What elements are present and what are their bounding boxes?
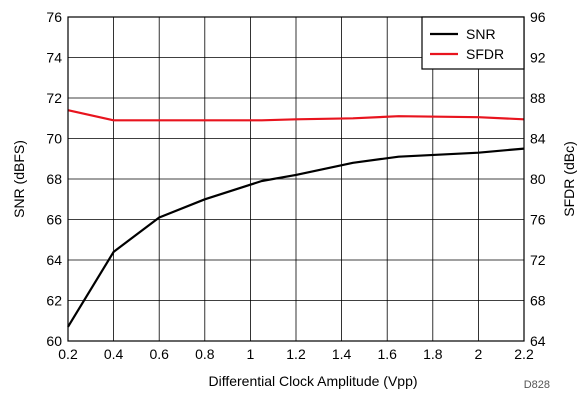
x-tick-label: 1.8 (423, 346, 443, 362)
x-axis-title: Differential Clock Amplitude (Vpp) (208, 373, 417, 389)
series-line-snr (67, 147, 525, 328)
y-right-tick-label: 92 (530, 50, 546, 66)
legend-box (421, 16, 525, 70)
y-right-tick-label: 96 (530, 9, 546, 25)
grid (68, 17, 524, 341)
y-right-tick-label: 72 (530, 252, 546, 268)
y-left-tick-label: 60 (46, 333, 62, 349)
y-left-tick-label: 72 (46, 90, 62, 106)
x-tick-label: 1.2 (286, 346, 306, 362)
legend: SNR SFDR (421, 16, 525, 70)
y-left-tick-label: 76 (46, 9, 62, 25)
y-left-tick-label: 62 (46, 293, 62, 309)
y-right-tick-label: 80 (530, 171, 546, 187)
y-right-tick-label: 76 (530, 212, 546, 228)
figure-id: D828 (524, 379, 550, 391)
y-left-tick-label: 74 (46, 50, 62, 66)
series-lines (67, 109, 525, 328)
x-tick-labels: 0.2 0.4 0.6 0.8 1 1.2 1.4 1.6 1.8 2 2.2 (58, 346, 534, 362)
series-line-sfdr (67, 109, 525, 122)
y-right-tick-label: 64 (530, 333, 546, 349)
y-left-axis-title: SNR (dBFS) (11, 140, 27, 218)
y-left-tick-label: 68 (46, 171, 62, 187)
legend-label-snr: SNR (466, 26, 496, 42)
x-tick-label: 1 (247, 346, 255, 362)
x-tick-label: 0.6 (149, 346, 169, 362)
x-tick-label: 2 (475, 346, 483, 362)
plot-frame (67, 16, 525, 342)
y-right-tick-labels: 64 68 72 76 80 84 88 92 96 (530, 9, 546, 349)
y-right-tick-label: 68 (530, 293, 546, 309)
x-tick-label: 1.4 (332, 346, 352, 362)
x-tick-label: 0.2 (58, 346, 78, 362)
legend-label-sfdr: SFDR (466, 46, 504, 62)
y-left-tick-label: 70 (46, 131, 62, 147)
x-tick-label: 0.4 (104, 346, 124, 362)
y-right-tick-label: 88 (530, 90, 546, 106)
x-tick-label: 0.8 (195, 346, 215, 362)
y-right-tick-label: 84 (530, 131, 546, 147)
x-tick-label: 2.2 (514, 346, 534, 362)
y-left-tick-label: 64 (46, 252, 62, 268)
y-left-tick-label: 66 (46, 212, 62, 228)
x-tick-label: 1.6 (377, 346, 397, 362)
y-right-axis-title: SFDR (dBc) (561, 141, 577, 216)
y-left-tick-labels: 60 62 64 66 68 70 72 74 76 (46, 9, 62, 349)
